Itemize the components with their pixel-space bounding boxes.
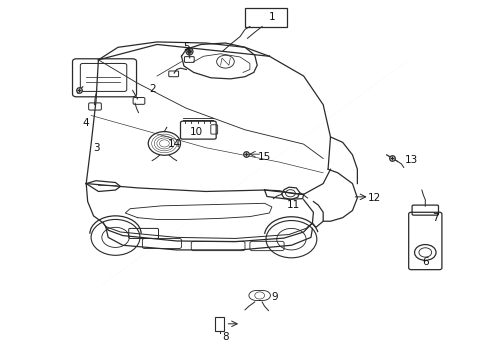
Text: 12: 12 <box>368 193 381 203</box>
Text: 2: 2 <box>149 84 155 94</box>
Text: 4: 4 <box>83 118 90 128</box>
Text: 9: 9 <box>271 292 278 302</box>
Text: 1: 1 <box>269 12 275 22</box>
Text: 6: 6 <box>422 257 429 267</box>
Text: 13: 13 <box>405 155 418 165</box>
Text: 8: 8 <box>222 332 229 342</box>
Bar <box>215 317 224 330</box>
Text: 5: 5 <box>183 42 190 52</box>
Bar <box>245 8 287 27</box>
Text: 15: 15 <box>258 152 271 162</box>
Text: 10: 10 <box>190 127 203 136</box>
Text: 7: 7 <box>432 213 439 222</box>
Text: 3: 3 <box>93 143 99 153</box>
Text: 14: 14 <box>168 139 181 149</box>
Text: 11: 11 <box>287 200 300 210</box>
